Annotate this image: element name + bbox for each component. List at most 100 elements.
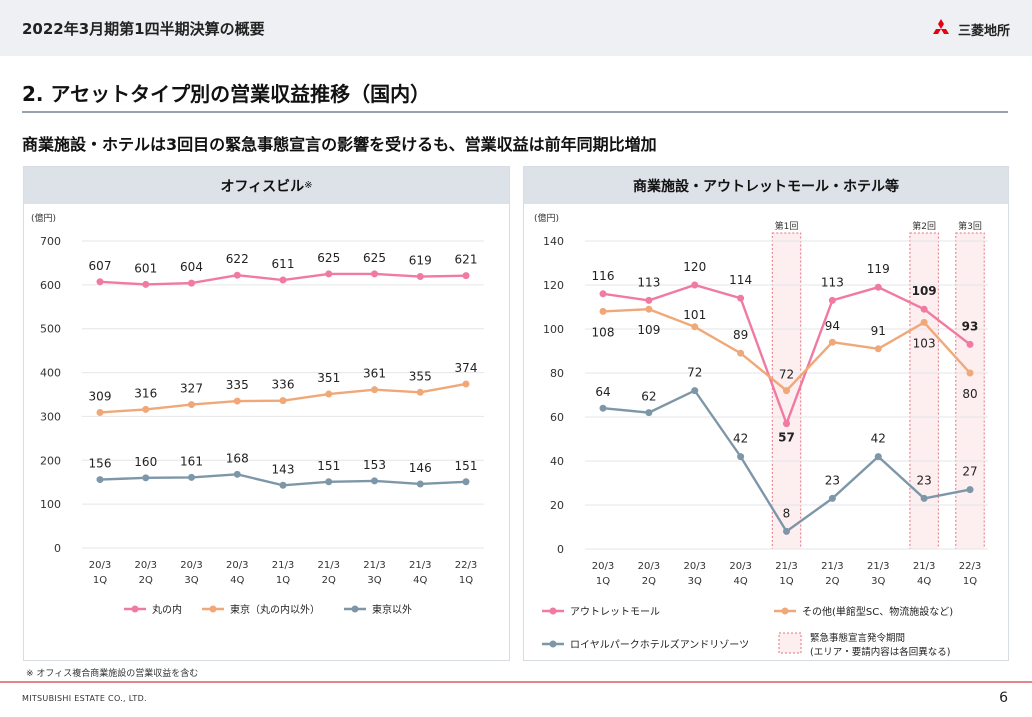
- data-label: 622: [226, 252, 249, 266]
- y-tick-label: 100: [40, 498, 61, 511]
- data-point: [691, 281, 699, 289]
- data-point: [920, 494, 928, 502]
- y-tick-label: 600: [40, 279, 61, 292]
- emergency-label: 第1回: [775, 220, 799, 232]
- data-label: 151: [317, 459, 340, 473]
- x-tick-label: 3Q: [184, 575, 198, 586]
- office-line-chart: 0 100 200 300 400 500 600 700 (億円) 20/3 1Q 20/3 2Q 20…: [31, 212, 484, 616]
- x-tick-label: 20/3: [226, 560, 248, 571]
- data-label: 42: [733, 432, 748, 446]
- y-tick-label: 0: [54, 542, 61, 555]
- section-title: 2. アセットタイプ別の営業収益推移（国内）: [22, 82, 431, 106]
- data-label: 8: [783, 506, 791, 520]
- data-label: 601: [134, 261, 157, 275]
- x-tick-label: 20/3: [592, 561, 614, 572]
- data-point: [966, 340, 974, 348]
- x-tick-label: 3Q: [688, 576, 702, 587]
- data-label: 361: [363, 367, 386, 381]
- x-tick-label: 3Q: [367, 575, 381, 586]
- data-point: [966, 486, 974, 494]
- data-label: 355: [409, 369, 432, 383]
- data-point: [966, 369, 974, 377]
- data-label: 23: [825, 473, 840, 487]
- data-point: [96, 476, 104, 484]
- office-chart-title: オフィスビル ※: [24, 167, 509, 204]
- x-tick-label: 21/3: [363, 560, 385, 571]
- legend-marker: [781, 607, 789, 615]
- data-point: [783, 527, 790, 535]
- retail-chart-title: 商業施設・アウトレットモール・ホテル等: [524, 167, 1008, 204]
- data-point: [783, 387, 790, 395]
- section-divider: [22, 111, 1008, 113]
- data-point: [691, 387, 699, 395]
- data-point: [462, 272, 470, 280]
- x-tick-label: 21/3: [409, 560, 431, 571]
- data-point: [188, 473, 195, 481]
- x-tick-label: 3Q: [871, 576, 885, 587]
- y-axis-unit: (億円): [534, 212, 559, 224]
- data-label: 114: [729, 273, 752, 287]
- data-label: 335: [226, 378, 249, 392]
- x-tick-label: 1Q: [93, 575, 107, 586]
- data-label: 146: [409, 461, 432, 475]
- y-tick-label: 0: [557, 543, 564, 556]
- data-point: [920, 305, 928, 313]
- emergency-legend-label: (エリア・要請内容は各回異なる): [810, 646, 950, 658]
- y-tick-label: 400: [40, 367, 61, 380]
- data-label: 374: [455, 361, 478, 375]
- data-label: 27: [962, 465, 977, 479]
- data-label: 120: [683, 260, 706, 274]
- data-label: 625: [317, 251, 340, 265]
- data-label: 103: [913, 336, 936, 350]
- data-point: [96, 408, 104, 416]
- data-point: [462, 380, 470, 388]
- data-label: 62: [641, 390, 656, 404]
- data-label: 336: [272, 378, 295, 392]
- data-point: [645, 296, 653, 304]
- legend-marker: [549, 640, 557, 648]
- x-tick-label: 1Q: [963, 576, 977, 587]
- x-tick-label: 22/3: [959, 561, 981, 572]
- data-point: [371, 386, 378, 394]
- data-point: [737, 294, 745, 302]
- retail-chart-panel: 商業施設・アウトレットモール・ホテル等 第1回 第2回 第3回 0 20 40 60 80 10…: [523, 166, 1009, 661]
- data-label: 161: [180, 454, 203, 468]
- logo-text: 三菱地所: [957, 23, 1010, 39]
- data-point: [599, 404, 607, 412]
- data-point: [188, 279, 195, 287]
- data-point: [920, 318, 928, 326]
- x-tick-label: 20/3: [89, 560, 111, 571]
- y-tick-label: 500: [40, 323, 61, 336]
- three-diamonds-icon: [932, 19, 949, 34]
- data-label: 160: [134, 455, 157, 469]
- x-tick-label: 21/3: [318, 560, 340, 571]
- data-point: [416, 273, 424, 281]
- data-point: [828, 338, 836, 346]
- data-label: 116: [592, 269, 615, 283]
- data-label: 619: [409, 254, 432, 268]
- data-label: 153: [363, 458, 386, 472]
- data-point: [371, 477, 378, 485]
- data-point: [691, 323, 699, 331]
- data-point: [233, 470, 241, 478]
- data-label: 64: [595, 385, 610, 399]
- data-point: [599, 290, 607, 298]
- company-logo: 三菱地所: [930, 19, 1010, 39]
- y-tick-label: 140: [543, 235, 564, 248]
- bottom-divider: [0, 681, 1032, 683]
- legend-marker: [549, 607, 557, 615]
- data-label: 57: [778, 431, 795, 445]
- x-tick-label: 4Q: [734, 576, 748, 587]
- data-point: [416, 388, 424, 396]
- data-label: 80: [962, 387, 977, 401]
- data-point: [874, 453, 882, 461]
- data-point: [188, 401, 195, 409]
- x-tick-label: 20/3: [135, 560, 157, 571]
- data-label: 91: [871, 324, 886, 338]
- data-label: 101: [683, 308, 706, 322]
- data-label: 309: [89, 389, 112, 403]
- top-bar: 2022年3月期第1四半期決算の概要 三菱地所: [0, 0, 1032, 56]
- x-tick-label: 21/3: [913, 561, 935, 572]
- emergency-band: [955, 232, 985, 550]
- data-label: 113: [821, 275, 844, 289]
